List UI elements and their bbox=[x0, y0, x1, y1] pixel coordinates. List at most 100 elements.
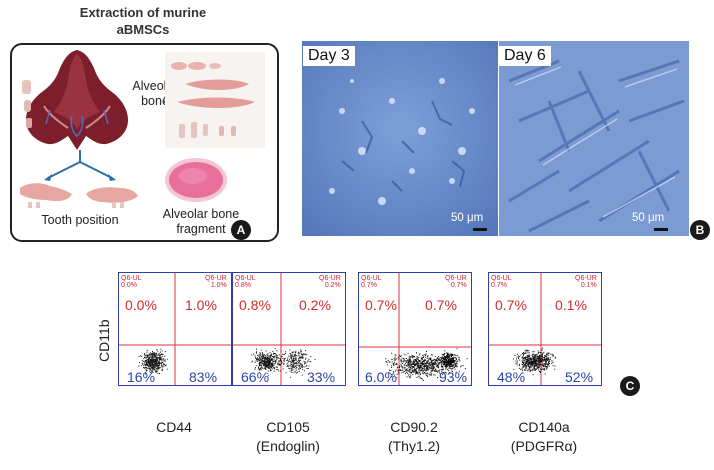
event-dot bbox=[268, 355, 270, 357]
event-dot bbox=[153, 354, 155, 356]
jaw-bones-photo bbox=[20, 183, 138, 208]
event-dot bbox=[533, 360, 535, 362]
event-dot bbox=[428, 373, 430, 375]
event-dot bbox=[427, 356, 429, 358]
event-dot bbox=[274, 348, 276, 350]
event-dot bbox=[424, 367, 426, 369]
event-dot bbox=[519, 363, 520, 365]
event-dot bbox=[159, 373, 160, 374]
event-dot bbox=[417, 359, 419, 361]
event-dot bbox=[409, 356, 411, 358]
event-dot bbox=[540, 356, 542, 358]
event-dot bbox=[422, 380, 424, 381]
event-dot bbox=[434, 374, 436, 376]
event-dot bbox=[271, 368, 273, 370]
event-dot bbox=[425, 365, 427, 367]
event-dot bbox=[295, 362, 297, 364]
event-dot bbox=[259, 358, 261, 360]
event-dot bbox=[288, 355, 290, 357]
event-dot bbox=[430, 367, 432, 369]
event-dot bbox=[528, 360, 530, 362]
event-dot bbox=[403, 361, 405, 363]
event-dot bbox=[450, 366, 452, 367]
event-dot bbox=[458, 371, 460, 373]
event-dot bbox=[421, 359, 423, 360]
event-dot bbox=[423, 361, 425, 363]
event-dot bbox=[288, 361, 290, 363]
event-dot bbox=[272, 360, 274, 362]
skull-photo bbox=[26, 50, 128, 150]
event-dot bbox=[281, 360, 282, 362]
event-dot bbox=[448, 363, 450, 365]
event-dot bbox=[439, 360, 441, 362]
event-dot bbox=[534, 355, 536, 357]
event-dot bbox=[430, 367, 432, 369]
event-dot bbox=[420, 374, 421, 376]
event-dot bbox=[164, 351, 166, 353]
event-dot bbox=[266, 365, 268, 367]
event-dot bbox=[259, 364, 260, 366]
event-dot bbox=[431, 363, 433, 365]
event-dot bbox=[299, 367, 300, 369]
event-dot bbox=[273, 353, 275, 355]
event-dot bbox=[262, 354, 264, 356]
event-dot bbox=[546, 359, 548, 361]
event-dot bbox=[152, 352, 154, 354]
event-dot bbox=[276, 359, 278, 361]
event-dot bbox=[295, 369, 297, 371]
event-dot bbox=[423, 356, 425, 358]
event-dot bbox=[534, 365, 536, 367]
event-dot bbox=[434, 361, 436, 363]
event-dot bbox=[522, 367, 524, 369]
event-dot bbox=[454, 357, 456, 359]
event-dot bbox=[293, 354, 295, 356]
event-dot bbox=[455, 359, 457, 361]
event-dot bbox=[413, 359, 415, 361]
event-dot bbox=[462, 365, 464, 367]
event-dot bbox=[551, 360, 553, 362]
event-dot bbox=[151, 359, 153, 361]
event-dot bbox=[298, 354, 300, 356]
event-dot bbox=[148, 367, 150, 369]
event-dot bbox=[537, 366, 539, 368]
event-dot bbox=[144, 365, 146, 366]
event-dot bbox=[528, 366, 530, 368]
event-dot bbox=[546, 357, 548, 359]
event-dot bbox=[147, 361, 149, 363]
event-dot bbox=[160, 358, 162, 360]
cd44-ur-percent: 1.0% bbox=[185, 297, 217, 313]
event-dot bbox=[541, 360, 543, 362]
event-dot bbox=[155, 360, 157, 362]
event-dot bbox=[440, 357, 442, 359]
event-dot bbox=[150, 364, 152, 366]
event-dot bbox=[276, 366, 278, 368]
event-dot bbox=[405, 368, 407, 370]
event-dot bbox=[303, 361, 305, 363]
event-dot bbox=[284, 357, 286, 359]
event-dot bbox=[288, 365, 290, 367]
event-dot bbox=[441, 360, 442, 362]
event-dot bbox=[447, 367, 449, 369]
event-dot bbox=[537, 363, 539, 365]
event-dot bbox=[153, 361, 155, 363]
event-dot bbox=[150, 366, 152, 367]
event-dot bbox=[164, 359, 166, 361]
event-dot bbox=[450, 355, 452, 357]
event-dot bbox=[431, 366, 433, 368]
event-dot bbox=[528, 352, 530, 354]
event-dot bbox=[454, 354, 456, 356]
event-dot bbox=[272, 353, 274, 355]
event-dot bbox=[426, 374, 428, 376]
event-dot bbox=[262, 354, 264, 356]
event-dot bbox=[293, 359, 294, 361]
event-dot bbox=[531, 353, 533, 355]
event-dot bbox=[464, 368, 466, 370]
event-dot bbox=[425, 364, 427, 366]
event-dot bbox=[289, 365, 291, 367]
event-dot bbox=[296, 355, 298, 357]
event-dot bbox=[415, 373, 417, 375]
event-dot bbox=[529, 369, 531, 371]
event-dot bbox=[149, 365, 151, 367]
event-dot bbox=[449, 364, 451, 366]
alveolar-bone-photo bbox=[165, 52, 265, 148]
